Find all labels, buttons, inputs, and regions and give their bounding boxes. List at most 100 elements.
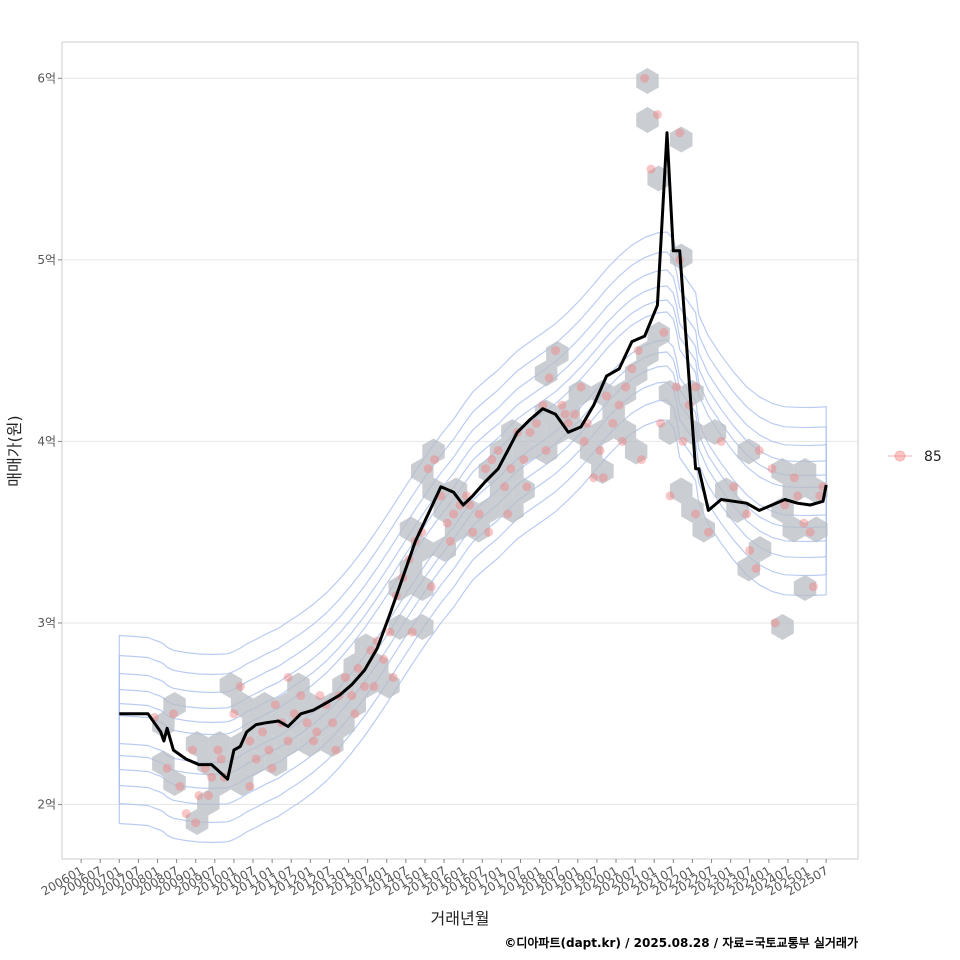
hexbin-cell	[377, 672, 400, 699]
hexbin-cell	[185, 731, 209, 757]
price-point	[767, 464, 777, 474]
hexbin-cell	[613, 380, 637, 406]
hexbin-cell	[208, 731, 231, 757]
price-point	[799, 518, 809, 528]
price-point	[315, 691, 325, 701]
hexbin-cell	[422, 477, 445, 504]
hexbin-cell	[253, 692, 276, 718]
price-point	[598, 473, 608, 483]
hexbin-cell	[715, 477, 738, 504]
hexbin-cell	[287, 672, 310, 699]
hexbin-cell	[264, 711, 288, 738]
hexbin-cell	[332, 711, 355, 738]
price-point	[637, 455, 646, 465]
price-point	[576, 382, 586, 392]
price-point	[328, 718, 338, 728]
price-point	[672, 382, 681, 392]
hexbin-cell	[275, 731, 299, 757]
hexbin-cell	[298, 731, 321, 757]
legend-entry-label: 85	[924, 449, 942, 465]
hexbin-cell	[309, 711, 333, 738]
price-point	[745, 545, 755, 555]
hexbin-cell	[613, 419, 637, 445]
price-point	[181, 809, 191, 819]
price-point	[251, 754, 261, 764]
price-point	[780, 500, 790, 510]
hexbin-cell	[771, 458, 794, 484]
price-point	[194, 791, 204, 800]
hexbin-cell	[264, 750, 288, 777]
hexbin-cell	[624, 438, 648, 465]
price-point	[175, 781, 185, 791]
hexbin-cell	[805, 516, 828, 543]
price-point	[506, 464, 516, 474]
hexbin-cell	[253, 731, 276, 757]
price-point	[503, 509, 513, 519]
price-point	[353, 663, 363, 673]
price-point	[283, 672, 293, 682]
price-point	[162, 763, 172, 773]
hexbin-cell	[647, 321, 670, 348]
price-point	[481, 464, 490, 474]
price-point	[770, 618, 780, 628]
plot-panel	[61, 41, 859, 860]
price-point	[487, 455, 497, 465]
price-point	[608, 418, 618, 428]
price-point	[484, 527, 494, 537]
hexbin-cell	[568, 380, 592, 406]
hexbin-cell	[444, 516, 468, 543]
price-point	[703, 527, 713, 537]
hexbin-cell	[354, 633, 378, 660]
hexbin-cell	[658, 419, 682, 445]
price-point	[191, 818, 201, 828]
hexbin-cell	[343, 692, 366, 718]
hexbin-cell	[411, 536, 434, 562]
hexbin-cell	[624, 360, 648, 387]
price-point	[754, 446, 764, 455]
hexbin-cell	[692, 516, 715, 543]
price-point	[815, 491, 825, 501]
price-point	[627, 364, 637, 374]
hexbin-cell	[332, 672, 355, 699]
price-point	[407, 627, 417, 637]
price-point	[188, 745, 197, 755]
hexbin-cell	[669, 477, 693, 504]
hexbin-cell	[579, 438, 603, 465]
price-point	[296, 691, 306, 701]
trend-line	[119, 131, 828, 781]
price-point	[360, 682, 369, 691]
hexbin-cell	[523, 419, 547, 445]
hexbin-cell	[343, 653, 366, 679]
price-point	[602, 391, 611, 401]
hexbin-cell	[681, 497, 704, 523]
hexbin-layer	[152, 68, 828, 835]
price-point	[235, 682, 245, 691]
price-point	[388, 672, 398, 682]
price-point	[168, 709, 178, 719]
hexbin-cell	[681, 380, 704, 406]
hexbin-cell	[793, 575, 817, 601]
hexbin-cell	[197, 789, 220, 816]
price-point	[656, 418, 666, 428]
hexbin-cell	[501, 497, 524, 523]
hexbin-cell	[185, 809, 209, 835]
hexbin-cell	[669, 399, 693, 426]
hexbin-cell	[433, 497, 456, 523]
hexbin-cell	[411, 614, 434, 640]
x-axis-ticks: 2006012006072007012007072008012008072009…	[39, 859, 831, 899]
hexbin-cell	[287, 711, 310, 738]
price-point	[204, 791, 213, 800]
hexbin-cell	[512, 477, 535, 504]
price-point	[544, 373, 554, 383]
price-point	[264, 745, 274, 755]
hexbin-cell	[478, 497, 502, 523]
price-point	[563, 418, 573, 428]
price-point	[614, 400, 624, 410]
price-point	[350, 709, 360, 719]
hexbin-cell	[534, 360, 558, 387]
hexbin-cell	[354, 672, 378, 699]
hexbin-cell	[636, 341, 659, 367]
hexbin-cell	[512, 438, 535, 465]
hexbin-cell	[669, 126, 693, 153]
price-point	[808, 582, 818, 592]
